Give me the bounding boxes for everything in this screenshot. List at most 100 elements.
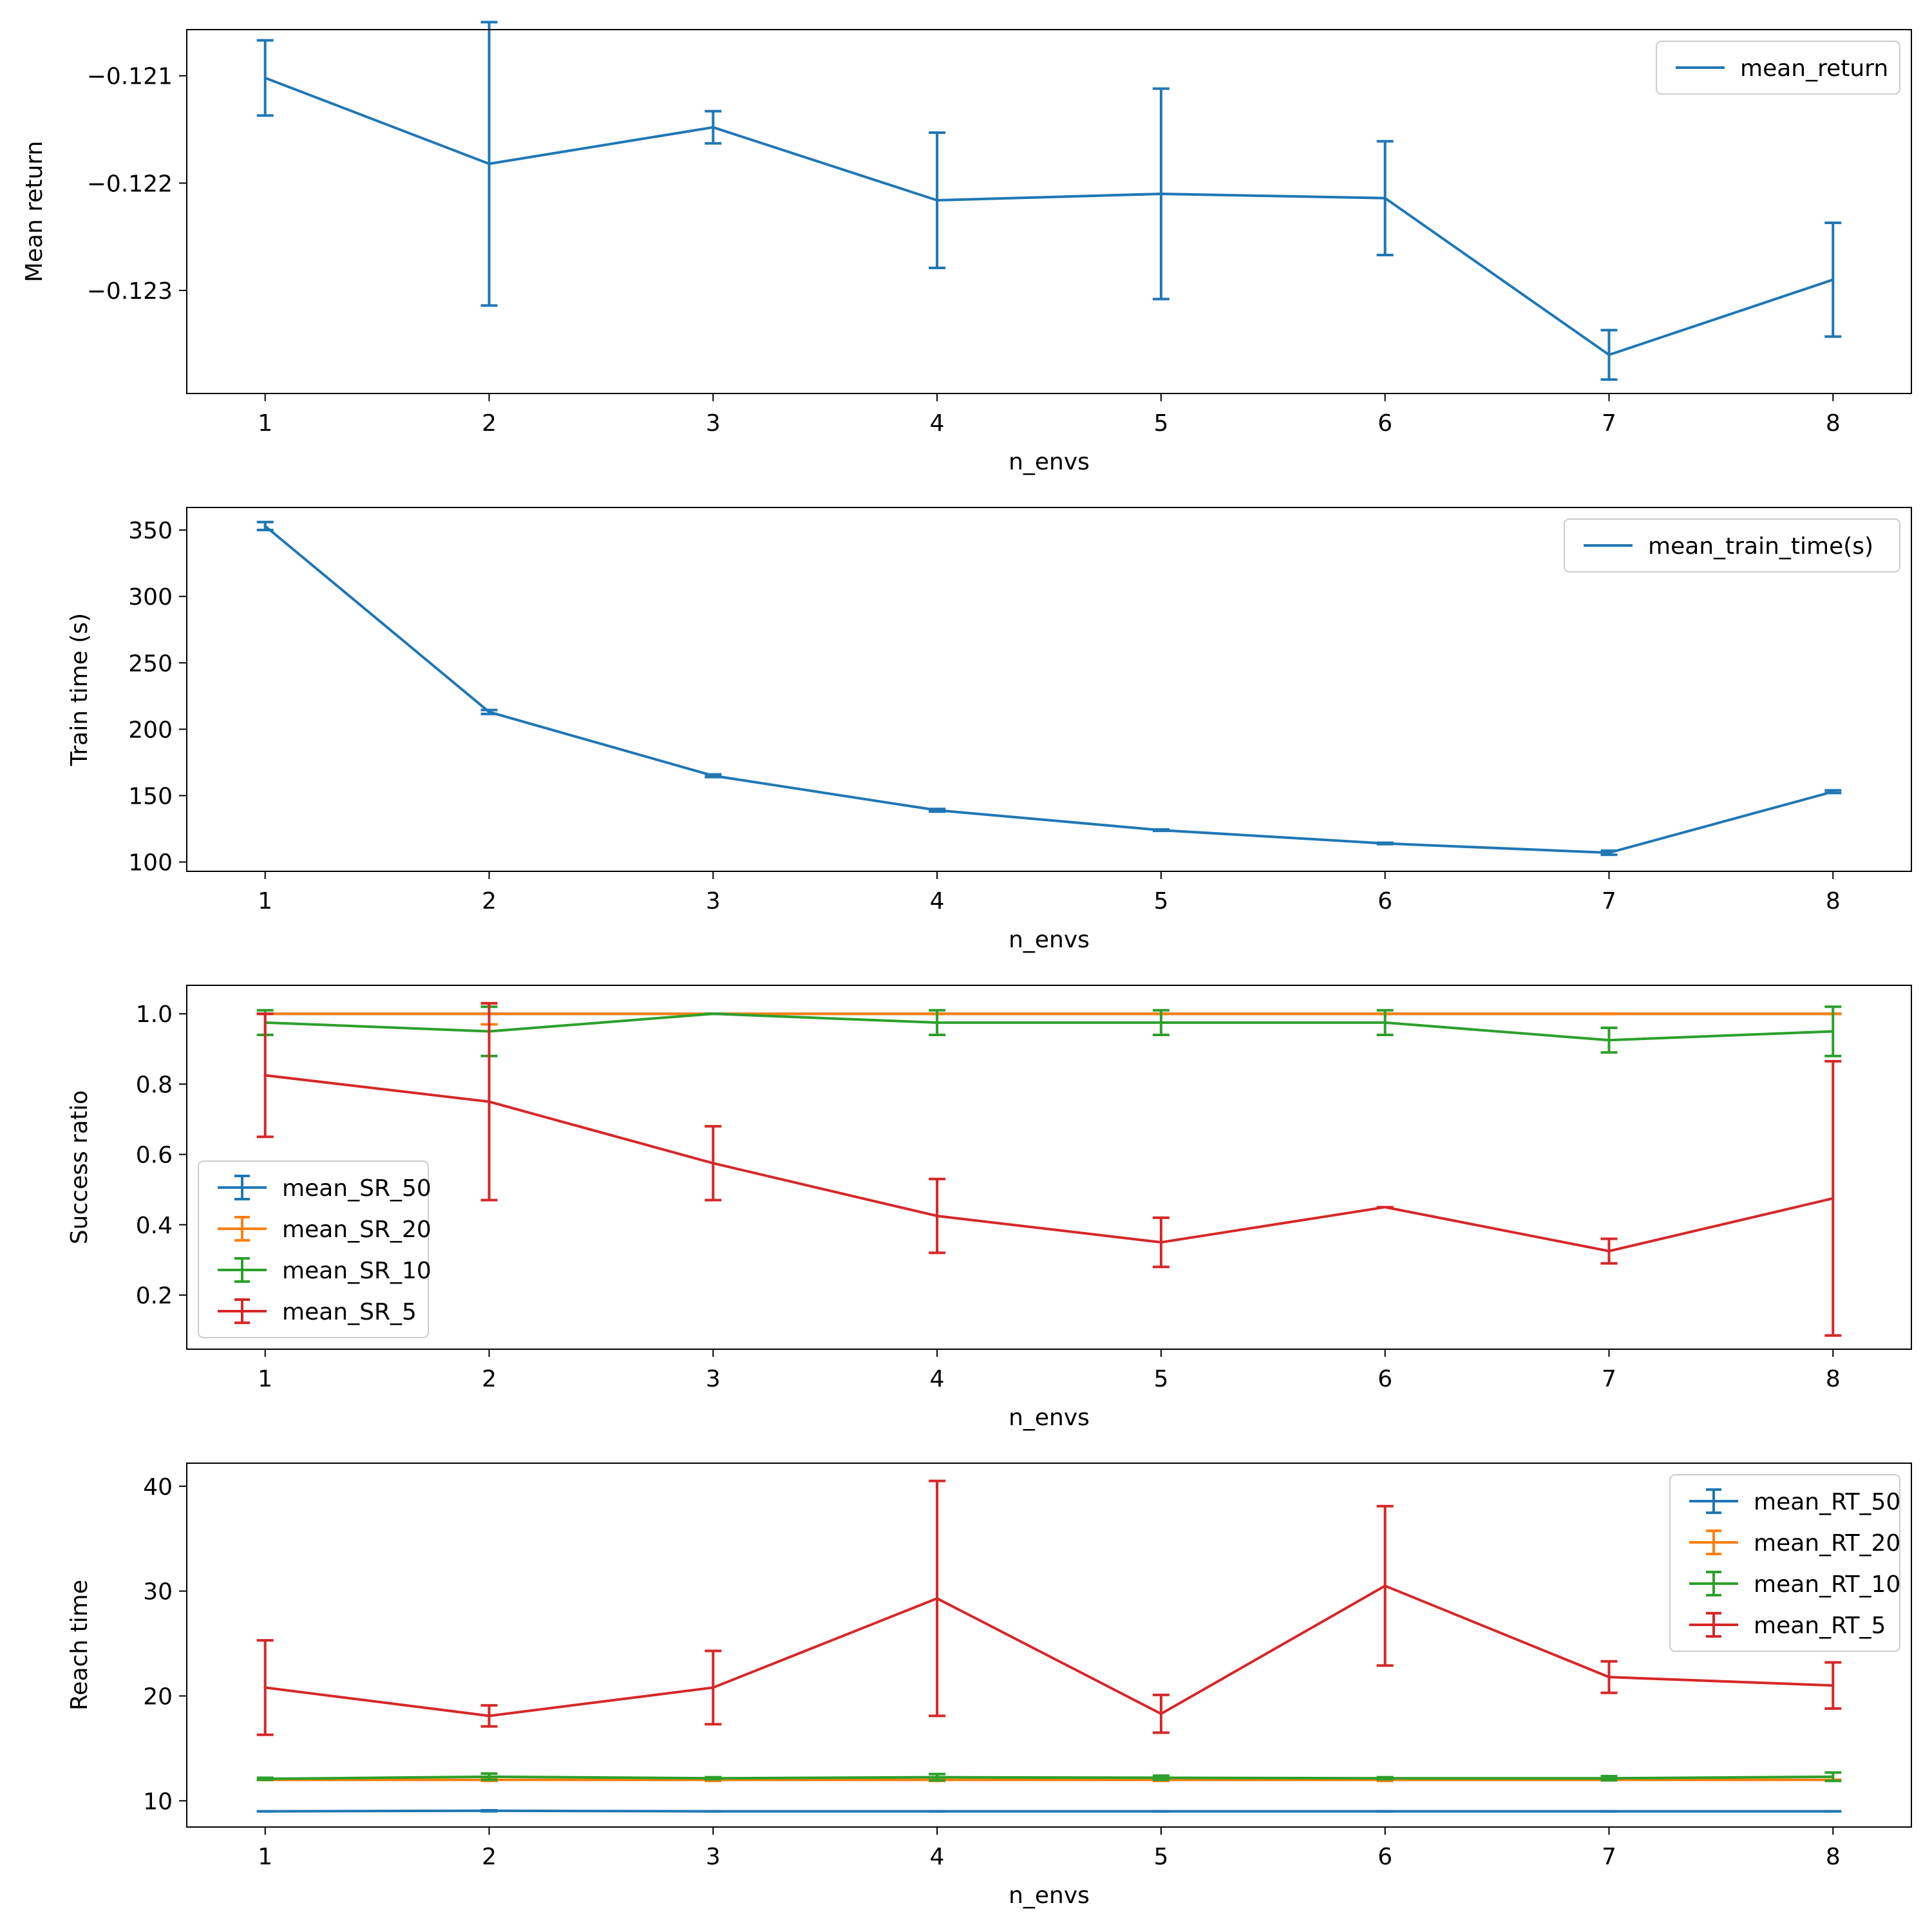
legend-label: mean_SR_50 bbox=[282, 1175, 431, 1202]
data-point bbox=[1159, 1021, 1162, 1024]
y-tick-label: 300 bbox=[128, 584, 173, 611]
series-mean_RT_50 bbox=[256, 1808, 1842, 1813]
y-tick-label: 0.8 bbox=[136, 1072, 173, 1098]
x-tick-label: 1 bbox=[258, 1366, 272, 1392]
chart-panel-3: 1 2 3 4 5 6 7 8 0.2 0.4 0.6 0.8 1.0 n_envs Success rat… bbox=[66, 985, 1912, 1431]
y-axis-label: Train time (s) bbox=[66, 613, 93, 766]
x-tick-label: 8 bbox=[1826, 1366, 1841, 1392]
chart-panel-4: 1 2 3 4 5 6 7 8 10 20 30 40 n_envs Reach time mean_RT_… bbox=[66, 1463, 1912, 1909]
y-tick-label: 30 bbox=[143, 1579, 173, 1605]
data-point bbox=[712, 1810, 715, 1813]
data-point bbox=[1159, 1810, 1162, 1813]
data-point bbox=[263, 1074, 267, 1077]
data-point bbox=[1159, 1776, 1162, 1779]
data-point bbox=[936, 199, 939, 202]
x-tick-label: 8 bbox=[1826, 888, 1841, 914]
data-point bbox=[1607, 354, 1611, 356]
data-point bbox=[1832, 1775, 1835, 1778]
y-tick-label: 1.0 bbox=[136, 1001, 173, 1028]
data-point bbox=[263, 77, 267, 79]
x-tick-label: 2 bbox=[482, 1366, 497, 1392]
legend: mean_SR_50 mean_SR_20 mean_SR_10 mean_SR_5 bbox=[198, 1160, 431, 1338]
x-tick-label: 5 bbox=[1153, 888, 1168, 914]
series-mean_SR_5 bbox=[256, 1001, 1842, 1337]
data-point bbox=[1383, 1584, 1387, 1587]
axes-frame bbox=[186, 985, 1912, 1350]
data-point bbox=[1832, 1030, 1835, 1033]
y-axis-label: Mean return bbox=[21, 141, 48, 283]
axes-frame bbox=[186, 507, 1912, 872]
x-tick-label: 1 bbox=[258, 888, 272, 914]
x-axis-label: n_envs bbox=[1009, 449, 1090, 475]
data-point bbox=[1159, 1241, 1162, 1244]
data-point bbox=[1607, 1777, 1611, 1780]
legend-label: mean_RT_50 bbox=[1754, 1489, 1900, 1515]
x-tick-label: 4 bbox=[930, 888, 945, 914]
x-tick-label: 4 bbox=[930, 1366, 945, 1392]
legend-label: mean_SR_20 bbox=[282, 1217, 431, 1243]
y-tick-label: 200 bbox=[128, 717, 173, 743]
x-axis-label: n_envs bbox=[1009, 927, 1090, 953]
x-tick-label: 4 bbox=[930, 1844, 945, 1870]
series-line bbox=[265, 1584, 1833, 1718]
y-tick-label: 0.6 bbox=[136, 1142, 173, 1169]
legend-label: mean_SR_5 bbox=[282, 1299, 417, 1325]
data-point bbox=[712, 1162, 715, 1165]
data-point bbox=[1832, 1810, 1835, 1813]
y-axis-label: Success ratio bbox=[66, 1090, 93, 1244]
data-point bbox=[712, 774, 715, 777]
x-tick-label: 7 bbox=[1602, 888, 1616, 914]
data-point bbox=[1607, 1810, 1611, 1813]
x-tick-label: 3 bbox=[706, 1844, 721, 1870]
data-point bbox=[712, 126, 715, 129]
legend-label: mean_RT_20 bbox=[1754, 1530, 1900, 1557]
x-tick-label: 6 bbox=[1378, 888, 1392, 914]
y-tick-label: −0.122 bbox=[87, 171, 173, 197]
data-point bbox=[488, 710, 491, 714]
x-tick-label: 3 bbox=[706, 410, 721, 437]
y-tick-label: 40 bbox=[143, 1474, 173, 1501]
x-tick-label: 3 bbox=[706, 888, 721, 914]
y-tick-label: 350 bbox=[128, 518, 173, 544]
legend-label: mean_SR_10 bbox=[282, 1258, 431, 1284]
series-mean_RT_10 bbox=[256, 1771, 1842, 1783]
y-tick-label: 250 bbox=[128, 650, 173, 677]
x-tick-label: 1 bbox=[258, 410, 272, 437]
data-point bbox=[1383, 1206, 1387, 1209]
data-point bbox=[1607, 1249, 1611, 1253]
legend-label: mean_train_time(s) bbox=[1648, 533, 1873, 560]
legend: mean_return bbox=[1656, 41, 1900, 95]
y-tick-label: 0.2 bbox=[136, 1283, 173, 1309]
y-tick-label: 150 bbox=[128, 783, 173, 810]
data-point bbox=[1383, 1810, 1387, 1813]
data-point bbox=[263, 1810, 267, 1813]
legend-label: mean_return bbox=[1740, 55, 1888, 82]
x-tick-label: 5 bbox=[1153, 1366, 1168, 1392]
data-point bbox=[936, 1776, 939, 1779]
data-point bbox=[1159, 1712, 1162, 1716]
data-point bbox=[712, 1012, 715, 1016]
data-point bbox=[263, 1777, 267, 1781]
data-point bbox=[936, 1215, 939, 1218]
data-point bbox=[1383, 1777, 1387, 1780]
x-tick-label: 7 bbox=[1602, 1366, 1616, 1392]
x-tick-label: 1 bbox=[258, 1844, 272, 1870]
x-tick-label: 3 bbox=[706, 1366, 721, 1392]
x-tick-label: 7 bbox=[1602, 1844, 1616, 1870]
data-point bbox=[488, 1714, 491, 1718]
x-tick-label: 6 bbox=[1378, 1366, 1392, 1392]
data-point bbox=[712, 1777, 715, 1780]
data-point bbox=[263, 524, 267, 527]
x-tick-label: 4 bbox=[930, 410, 945, 437]
legend: mean_RT_50 mean_RT_20 mean_RT_10 mean_RT_5 bbox=[1669, 1474, 1900, 1652]
x-tick-label: 2 bbox=[482, 410, 497, 437]
legend-box bbox=[198, 1160, 429, 1338]
axes-frame bbox=[186, 1463, 1912, 1828]
x-axis-label: n_envs bbox=[1009, 1405, 1090, 1431]
x-tick-label: 5 bbox=[1153, 1844, 1168, 1870]
x-tick-label: 7 bbox=[1602, 410, 1616, 437]
y-tick-label: 20 bbox=[143, 1683, 173, 1710]
chart-panel-1: 1 2 3 4 5 6 7 8 −0.121 −0.122 −0.123 n_envs Mean ret… bbox=[21, 21, 1912, 475]
x-tick-label: 8 bbox=[1826, 410, 1841, 437]
